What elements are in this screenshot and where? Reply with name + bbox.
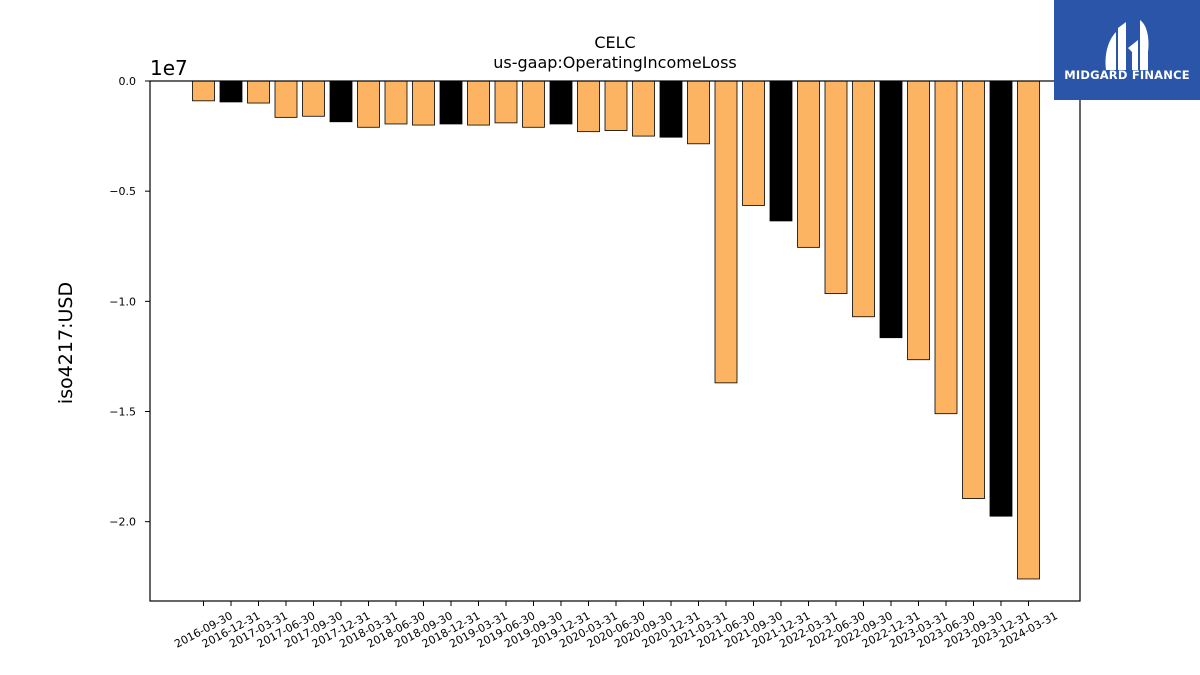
bar-2023-06-30 xyxy=(934,80,958,415)
bar-2023-09-30 xyxy=(962,80,985,499)
bar-2019-12-31 xyxy=(549,80,573,125)
bars-group xyxy=(192,80,1040,580)
bar-2017-12-31 xyxy=(329,80,353,123)
bar-2019-09-30 xyxy=(522,80,545,128)
bar-2017-09-30 xyxy=(302,80,325,117)
x-axis-ticks: 2016-09-302016-12-312017-03-312017-06-30… xyxy=(172,601,1060,651)
y-axis-label: iso4217:USD xyxy=(55,282,77,404)
bar-2020-03-31 xyxy=(577,80,600,133)
chart-subtitle: us-gaap:OperatingIncomeLoss xyxy=(493,53,737,72)
bar-2020-12-31 xyxy=(659,80,683,138)
bar-2016-09-30 xyxy=(192,80,215,102)
y-tick-label: −0.5 xyxy=(109,185,136,198)
bar-2022-12-31 xyxy=(879,80,903,339)
bar-2024-03-31 xyxy=(1017,80,1040,580)
bar-2020-06-30 xyxy=(604,80,628,131)
bar-2021-03-31 xyxy=(687,80,710,145)
bar-2019-06-30 xyxy=(494,80,518,124)
brand-logo: MIDGARD FINANCE xyxy=(1054,0,1200,100)
chart-title: CELC xyxy=(594,33,635,52)
y-tick-label: −1.5 xyxy=(109,406,136,419)
bar-2021-09-30 xyxy=(742,80,765,206)
bar-2022-06-30 xyxy=(824,80,848,295)
bar-2018-09-30 xyxy=(412,80,435,126)
bar-2018-12-31 xyxy=(439,80,463,125)
bar-2021-06-30 xyxy=(714,80,738,384)
bar-2023-12-31 xyxy=(989,80,1013,517)
bar-2019-03-31 xyxy=(467,80,490,126)
logo-text: MIDGARD FINANCE xyxy=(1064,68,1190,82)
y-axis-ticks: 0.0 −0.5 −1.0 −1.5 −2.0 xyxy=(109,75,150,529)
y-tick-label: 0.0 xyxy=(119,75,137,88)
bar-2016-12-31 xyxy=(219,80,243,103)
bar-2020-09-30 xyxy=(632,80,655,137)
bar-2022-09-30 xyxy=(852,80,875,318)
bar-2018-06-30 xyxy=(384,80,408,125)
plot-frame xyxy=(149,80,1081,602)
bar-2017-06-30 xyxy=(274,80,298,118)
y-offset-label: 1e7 xyxy=(150,56,188,80)
y-tick-label: −1.0 xyxy=(109,295,136,308)
bar-2021-12-31 xyxy=(769,80,793,222)
y-tick-label: −2.0 xyxy=(109,516,136,529)
bar-2018-03-31 xyxy=(357,80,380,128)
bar-2023-03-31 xyxy=(907,80,930,361)
bar-2017-03-31 xyxy=(247,80,270,104)
bar-2022-03-31 xyxy=(797,80,820,248)
midgard-logo-icon xyxy=(1105,20,1149,70)
